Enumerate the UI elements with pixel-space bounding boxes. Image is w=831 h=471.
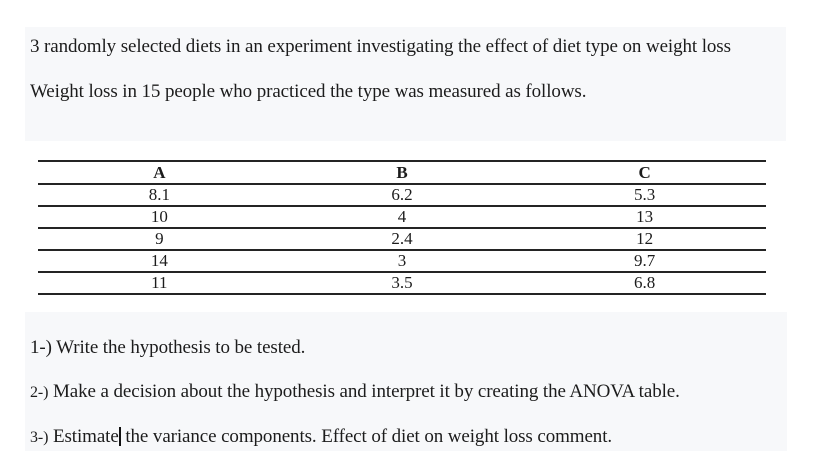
question-3-text-before-caret: Estimate [48,426,119,447]
table-cell: 8.1 [38,183,281,207]
table-cell: 6.2 [280,183,524,207]
table-cell: 9 [38,227,281,251]
column-header-b: B [280,160,524,185]
table-cell: 6.8 [523,271,766,295]
questions-text-block[interactable]: 1-) Write the hypothesis to be tested. 2… [25,312,787,451]
table-cell: 10 [38,205,281,229]
table-row: 8.1 6.2 5.3 [38,183,766,207]
table-cell: 14 [38,249,281,273]
table-cell: 11 [38,271,281,295]
column-header-c: C [523,160,766,185]
table-cell: 3.5 [280,271,524,295]
table-row: 14 3 9.7 [38,249,766,273]
table-cell: 3 [280,249,524,273]
table-header-row: A B C [38,160,766,185]
table-row: 11 3.5 6.8 [38,271,766,295]
question-3: 3-) Estimate the variance components. Ef… [30,425,787,449]
table-row: 10 4 13 [38,205,766,229]
question-1-text: Write the hypothesis to be tested. [51,337,306,358]
table-cell: 9.7 [523,249,766,273]
intro-text-block: 3 randomly selected diets in an experime… [25,27,786,141]
question-3-text-after-caret: the variance components. Effect of diet … [120,426,613,447]
column-header-a: A [38,160,281,185]
question-1-number: 1-) [30,337,52,358]
intro-line-2: Weight loss in 15 people who practiced t… [30,81,587,102]
table-cell: 4 [280,205,524,229]
table-cell: 13 [523,205,766,229]
intro-line-1: 3 randomly selected diets in an experime… [30,36,731,57]
question-2-number: 2-) [30,384,49,401]
table-cell: 2.4 [280,227,524,251]
question-3-number: 3-) [30,429,49,446]
question-2: 2-) Make a decision about the hypothesis… [30,380,787,404]
table-cell: 5.3 [523,183,766,207]
question-2-text: Make a decision about the hypothesis and… [48,381,680,402]
question-1: 1-) Write the hypothesis to be tested. [30,336,787,359]
text-caret [118,427,121,446]
diet-data-table: A B C 8.1 6.2 5.3 10 4 13 9 2.4 12 14 [38,160,766,295]
table-row: 9 2.4 12 [38,227,766,251]
table-cell: 12 [523,227,766,251]
